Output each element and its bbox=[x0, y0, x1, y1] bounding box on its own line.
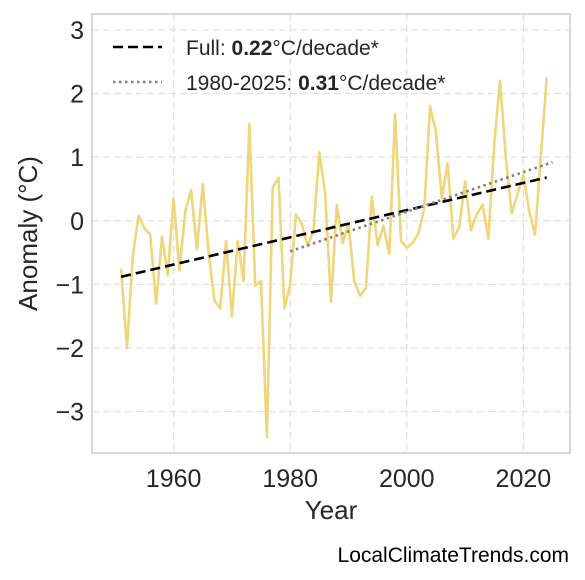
series-layer bbox=[119, 77, 553, 439]
source-credit: LocalClimateTrends.com bbox=[337, 544, 569, 567]
anomaly-series bbox=[119, 77, 548, 439]
legend-full-label: Full: 0.22°C/decade* bbox=[186, 37, 379, 60]
grid bbox=[92, 14, 570, 453]
y-tick-label: 2 bbox=[70, 81, 84, 109]
x-tick-label: 1980 bbox=[262, 465, 318, 493]
x-tick-labels: 1960 1980 2000 2020 bbox=[146, 465, 551, 493]
y-tick-labels: −3 −2 −1 0 1 2 3 bbox=[55, 17, 84, 427]
legend: Full: 0.22°C/decade* 1980-2025: 0.31°C/d… bbox=[113, 37, 445, 95]
x-tick-label: 1960 bbox=[146, 465, 202, 493]
y-tick-label: 0 bbox=[70, 208, 84, 236]
y-axis-label: Anomaly (°C) bbox=[13, 156, 43, 311]
recent-trend-line bbox=[289, 160, 553, 253]
x-tick-label: 2020 bbox=[496, 465, 552, 493]
full-trend-line bbox=[120, 176, 547, 279]
legend-1980-2025-label: 1980-2025: 0.31°C/decade* bbox=[186, 72, 445, 95]
plot-frame bbox=[91, 13, 571, 454]
y-tick-label: −3 bbox=[55, 399, 84, 427]
y-tick-label: 3 bbox=[70, 17, 84, 45]
y-tick-label: −1 bbox=[55, 271, 84, 299]
y-tick-label: −2 bbox=[55, 335, 84, 363]
y-tick-label: 1 bbox=[70, 144, 84, 172]
x-axis-label: Year bbox=[305, 495, 358, 525]
x-tick-label: 2000 bbox=[379, 465, 435, 493]
